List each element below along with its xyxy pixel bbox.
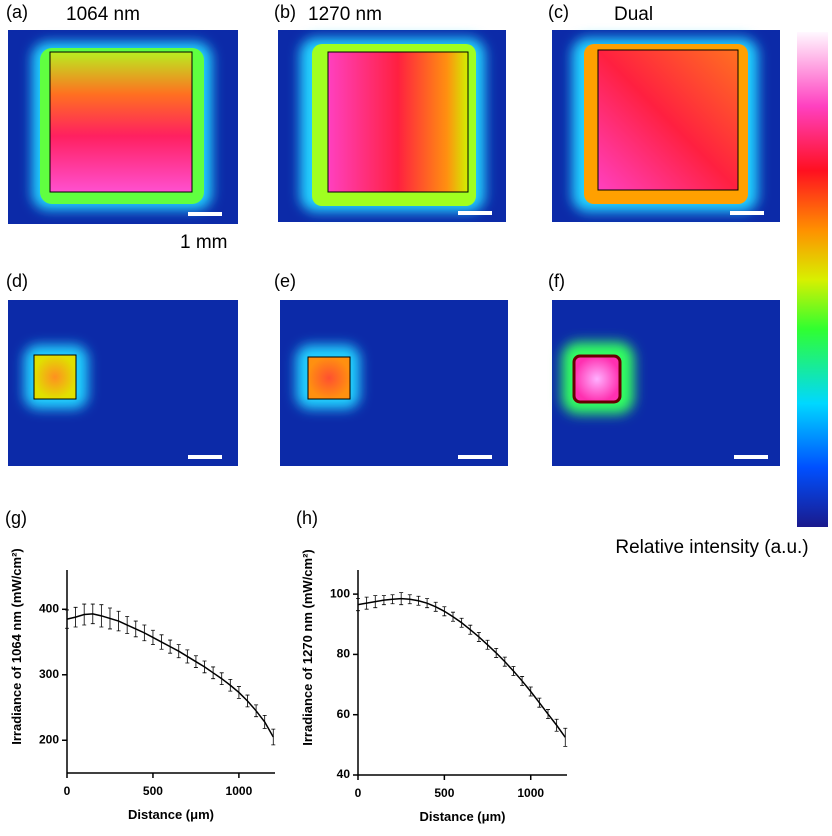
error-bar bbox=[468, 624, 473, 635]
error-bar bbox=[236, 686, 241, 699]
error-bar bbox=[202, 660, 207, 674]
error-bar bbox=[554, 718, 559, 732]
panel-label: (f) bbox=[548, 271, 565, 291]
y-tick-label: 300 bbox=[39, 667, 59, 681]
error-bar bbox=[245, 694, 250, 708]
error-bar bbox=[168, 639, 173, 654]
y-tick-label: 80 bbox=[337, 647, 351, 661]
error-bar bbox=[433, 601, 438, 612]
x-tick-label: 1000 bbox=[517, 786, 544, 800]
panel-title: 1064 nm bbox=[66, 4, 140, 25]
x-tick-label: 1000 bbox=[226, 784, 253, 798]
error-bar bbox=[90, 603, 95, 625]
error-bar bbox=[193, 655, 198, 668]
error-bar bbox=[73, 606, 78, 628]
y-axis-label: Irradiance of 1270 nm (mW/cm²) bbox=[300, 549, 315, 746]
error-bar bbox=[390, 594, 395, 605]
error-bar bbox=[476, 632, 481, 642]
error-bar bbox=[82, 603, 87, 626]
error-bar bbox=[254, 704, 259, 718]
error-bar bbox=[416, 595, 421, 606]
x-tick-label: 500 bbox=[143, 784, 163, 798]
error-bar bbox=[219, 672, 224, 685]
error-bar bbox=[125, 616, 130, 634]
x-axis-label: Distance (μm) bbox=[128, 807, 214, 822]
panel-label: (e) bbox=[274, 271, 296, 291]
error-bar bbox=[520, 676, 525, 686]
x-tick-label: 500 bbox=[434, 786, 454, 800]
error-bar bbox=[159, 634, 164, 650]
panel-label: (c) bbox=[548, 2, 569, 22]
error-bar bbox=[356, 598, 360, 612]
error-bar bbox=[107, 607, 112, 630]
error-bar bbox=[546, 709, 550, 720]
error-bar bbox=[364, 596, 369, 610]
panel-label: (d) bbox=[6, 271, 28, 291]
colorbar-label: Relative intensity (a.u.) bbox=[615, 537, 808, 558]
error-bar bbox=[211, 666, 216, 680]
y-tick-label: 40 bbox=[337, 767, 351, 781]
error-bar bbox=[537, 697, 542, 708]
error-bar bbox=[485, 639, 490, 650]
panel-title: 1270 nm bbox=[308, 4, 382, 25]
y-axis-label: Irradiance of 1064 nm (mW/cm²) bbox=[9, 548, 24, 745]
panel-title: Dual bbox=[614, 4, 653, 25]
error-bar bbox=[494, 647, 499, 658]
error-bar bbox=[65, 609, 69, 629]
error-bar bbox=[528, 686, 533, 697]
error-bar bbox=[425, 598, 430, 609]
error-bar bbox=[185, 649, 190, 664]
data-line bbox=[66, 613, 274, 738]
error-bar bbox=[451, 611, 455, 622]
y-tick-label: 60 bbox=[337, 707, 351, 721]
panel-label: (a) bbox=[6, 2, 28, 22]
error-bar bbox=[116, 610, 121, 632]
error-bar bbox=[399, 592, 404, 606]
error-bar bbox=[442, 606, 447, 617]
error-bar bbox=[271, 728, 276, 746]
x-tick-label: 0 bbox=[64, 784, 71, 798]
panel-label: (h) bbox=[296, 508, 318, 528]
panel-label: (g) bbox=[5, 508, 27, 528]
x-tick-label: 0 bbox=[355, 786, 362, 800]
error-bar bbox=[262, 714, 267, 729]
y-tick-label: 100 bbox=[330, 586, 350, 600]
y-tick-label: 200 bbox=[39, 732, 59, 746]
error-bar bbox=[133, 620, 138, 638]
error-bar bbox=[563, 727, 568, 747]
error-bar bbox=[150, 629, 155, 646]
heatmaps bbox=[8, 30, 828, 527]
panel-label: (b) bbox=[274, 2, 296, 22]
error-bar bbox=[176, 644, 181, 659]
y-tick-label: 400 bbox=[39, 601, 59, 615]
scale-bar-label: 1 mm bbox=[180, 232, 228, 253]
error-bar bbox=[407, 594, 412, 605]
colorbar bbox=[797, 32, 828, 527]
error-bar bbox=[228, 678, 233, 692]
error-bar bbox=[459, 617, 464, 628]
error-bar bbox=[373, 595, 378, 609]
error-bar bbox=[99, 604, 104, 628]
error-bar bbox=[381, 595, 386, 606]
error-bar bbox=[511, 666, 516, 676]
x-axis-label: Distance (μm) bbox=[420, 809, 506, 824]
error-bar bbox=[142, 624, 147, 642]
error-bar bbox=[502, 656, 507, 667]
